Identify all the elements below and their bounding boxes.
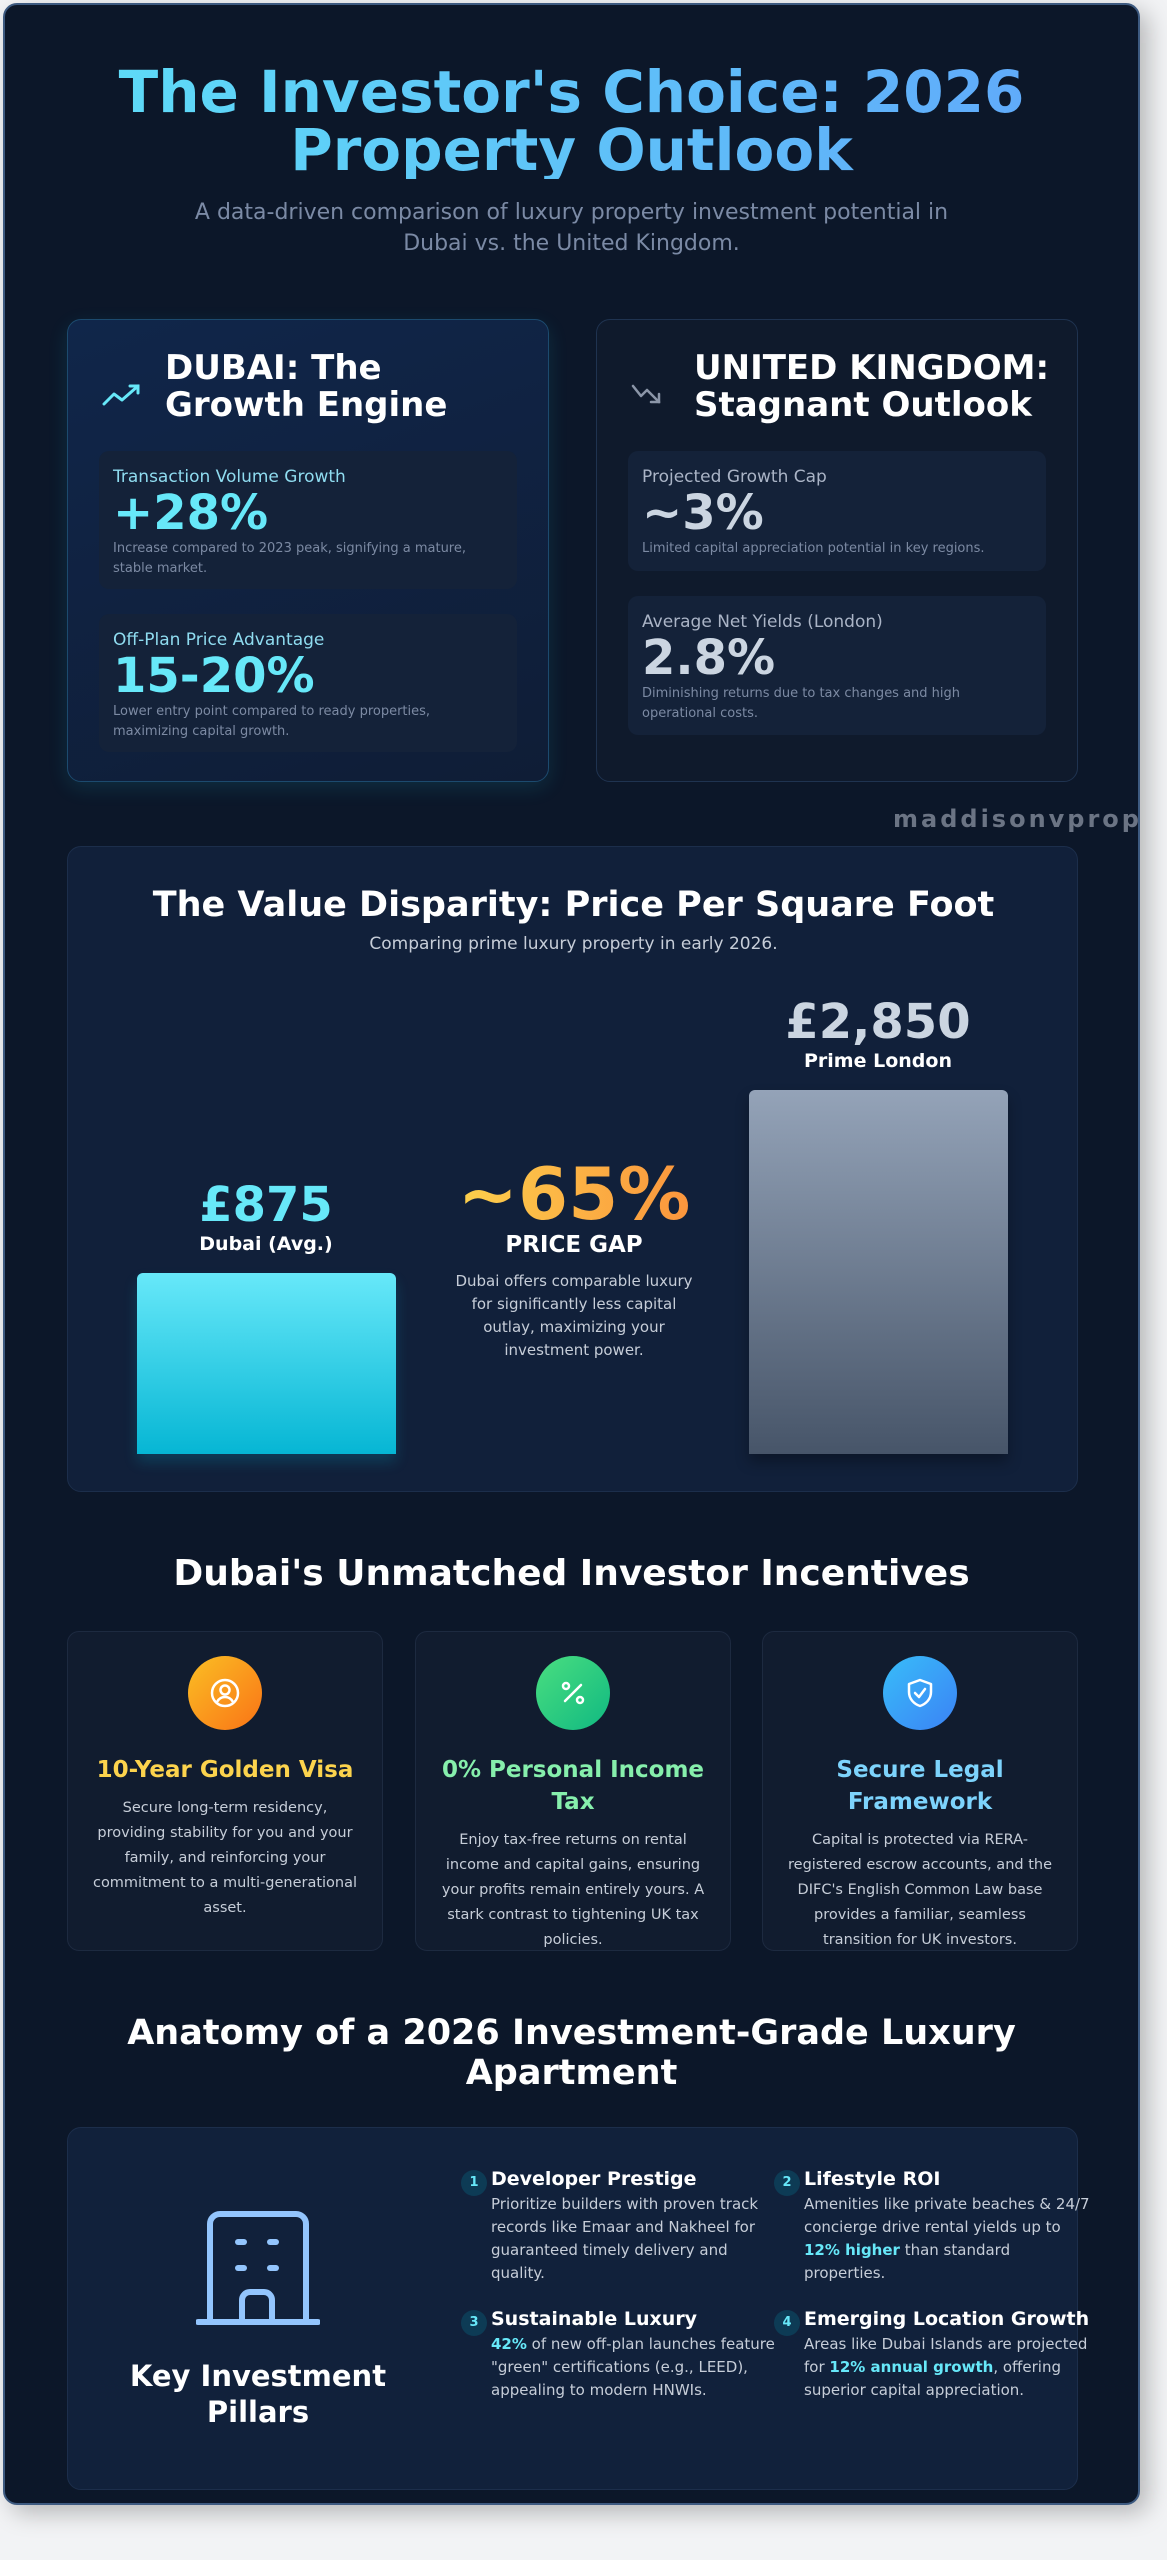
- pillar-title: Lifestyle ROI: [804, 2168, 941, 2190]
- pillar-desc: Prioritize builders with proven track re…: [491, 2193, 781, 2285]
- user-badge-icon: [188, 1656, 262, 1730]
- chart-subtitle: Comparing prime luxury property in early…: [369, 934, 778, 954]
- page-subtitle: A data-driven comparison of luxury prope…: [194, 200, 949, 256]
- stat-box: Off-Plan Price Advantage 15-20% Lower en…: [99, 614, 517, 752]
- bar-value-label: £2,850: [785, 993, 971, 1050]
- bar-london: [749, 1089, 1008, 1454]
- incentives-title: Dubai's Unmatched Investor Incentives: [173, 1553, 970, 1594]
- stat-desc: Diminishing returns due to tax changes a…: [642, 686, 961, 721]
- trending-down-icon: [631, 384, 661, 404]
- stat-box: Projected Growth Cap ~3% Limited capital…: [628, 451, 1046, 571]
- pillar-number: 3: [461, 2310, 487, 2336]
- pillar-item: 2 Lifestyle ROI Amenities like private b…: [774, 2166, 1094, 2285]
- dubai-card: DUBAI: The Growth Engine Transaction Vol…: [67, 319, 549, 782]
- pillar-item: 1 Developer Prestige Prioritize builders…: [461, 2166, 781, 2285]
- uk-title: UNITED KINGDOM: Stagnant Outlook: [694, 348, 1050, 425]
- pillar-number: 1: [461, 2170, 487, 2196]
- incentive-desc: Enjoy tax-free returns on rental income …: [441, 1832, 705, 1948]
- dubai-title: DUBAI: The Growth Engine: [165, 348, 448, 425]
- pillar-highlight: 12% annual growth: [829, 2358, 994, 2376]
- price-gap-label: PRICE GAP: [505, 1232, 643, 1258]
- anatomy-title: Anatomy of a 2026 Investment-Grade Luxur…: [127, 2013, 1016, 2093]
- pillar-item: 4 Emerging Location Growth Areas like Du…: [774, 2306, 1094, 2402]
- pillar-number: 4: [774, 2310, 800, 2336]
- chart-title: The Value Disparity: Price Per Square Fo…: [152, 885, 995, 925]
- stat-label: Average Net Yields (London): [642, 612, 883, 632]
- pillar-desc: Areas like Dubai Islands are projected f…: [804, 2333, 1094, 2402]
- pillar-highlight: 42%: [491, 2335, 527, 2353]
- price-gap-desc: Dubai offers comparable luxury for signi…: [455, 1272, 693, 1359]
- bar-category-label: Dubai (Avg.): [199, 1232, 333, 1255]
- stat-desc: Lower entry point compared to ready prop…: [113, 704, 431, 739]
- stat-desc: Increase compared to 2023 peak, signifyi…: [113, 541, 466, 576]
- price-chart: The Value Disparity: Price Per Square Fo…: [67, 846, 1078, 1492]
- pillars-panel: Key Investment Pillars 1 Developer Prest…: [67, 2127, 1090, 2490]
- pillar-text: Prioritize builders with proven track re…: [491, 2195, 759, 2282]
- pillar-text: , offering superior capital appreciation…: [804, 2358, 1061, 2399]
- pillar-title: Developer Prestige: [491, 2168, 697, 2190]
- trending-up-icon: [102, 384, 140, 406]
- stat-value: +28%: [113, 485, 269, 541]
- pillars-label: Key Investment Pillars: [129, 2359, 387, 2429]
- incentive-desc: Capital is protected via RERA-registered…: [788, 1832, 1052, 1948]
- stat-box: Average Net Yields (London) 2.8% Diminis…: [628, 596, 1046, 735]
- pillar-title: Emerging Location Growth: [804, 2308, 1090, 2330]
- incentive-card: Secure Legal Framework Capital is protec…: [762, 1631, 1078, 1951]
- pillar-item: 3 Sustainable Luxury 42% of new off-plan…: [461, 2306, 781, 2402]
- incentive-title: 0% Personal Income Tax: [441, 1757, 705, 1815]
- building-icon: [196, 2211, 320, 2325]
- pillar-text: Amenities like private beaches & 24/7 co…: [804, 2195, 1090, 2236]
- incentive-title: Secure Legal Framework: [836, 1757, 1004, 1815]
- stat-value: 2.8%: [642, 630, 776, 686]
- incentive-card: 10-Year Golden Visa Secure long-term res…: [67, 1631, 383, 1951]
- stat-label: Off-Plan Price Advantage: [113, 630, 325, 650]
- incentive-title: 10-Year Golden Visa: [96, 1757, 354, 1783]
- stat-box: Transaction Volume Growth +28% Increase …: [99, 451, 517, 589]
- page-title: The Investor's Choice: 2026 Property Out…: [5, 63, 1138, 179]
- bar-dubai: [137, 1272, 396, 1454]
- pillar-title: Sustainable Luxury: [491, 2308, 698, 2330]
- pillar-text: of new off-plan launches feature "green"…: [491, 2335, 775, 2399]
- infographic: The Investor's Choice: 2026 Property Out…: [3, 3, 1140, 2505]
- price-gap-value: ~65%: [444, 1152, 704, 1236]
- incentive-desc: Secure long-term residency, providing st…: [92, 1800, 358, 1916]
- pillar-desc: Amenities like private beaches & 24/7 co…: [804, 2193, 1094, 2285]
- stat-value: ~3%: [642, 485, 764, 541]
- pillar-number: 2: [774, 2170, 800, 2196]
- bar-value-label: £875: [199, 1176, 333, 1233]
- stat-value: 15-20%: [113, 648, 315, 704]
- percent-icon: [536, 1656, 610, 1730]
- stat-desc: Limited capital appreciation potential i…: [642, 541, 985, 556]
- pillar-text: Areas like Dubai Islands are projected f…: [804, 2335, 1088, 2376]
- watermark: maddisonvpropert: [893, 805, 1140, 833]
- stat-label: Transaction Volume Growth: [113, 467, 346, 487]
- uk-card: UNITED KINGDOM: Stagnant Outlook Project…: [596, 319, 1078, 782]
- bar-category-label: Prime London: [804, 1049, 952, 1072]
- pillar-text: than standard properties.: [804, 2241, 1011, 2282]
- incentive-card: 0% Personal Income Tax Enjoy tax-free re…: [415, 1631, 731, 1951]
- stat-label: Projected Growth Cap: [642, 467, 827, 487]
- pillar-desc: 42% of new off-plan launches feature "gr…: [491, 2333, 781, 2402]
- pillar-highlight: 12% higher: [804, 2241, 900, 2259]
- shield-check-icon: [883, 1656, 957, 1730]
